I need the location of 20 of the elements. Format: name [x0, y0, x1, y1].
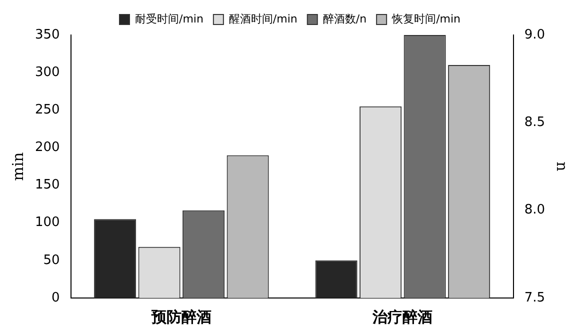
y2-tick-label: 8.0 [524, 202, 546, 218]
y-tick-label: 250 [34, 102, 60, 118]
y-tick-label: 100 [34, 215, 60, 230]
legend-label: 醉酒数/n [322, 12, 367, 26]
x-tick-label: 预防醉酒 [150, 308, 212, 326]
x-tick-label: 治疗醉酒 [372, 308, 433, 326]
legend-label: 醒酒时间/min [228, 12, 298, 26]
y-tick-label: 350 [34, 27, 60, 42]
y-tick-label: 50 [43, 252, 60, 268]
legend-label: 恢复时间/min [391, 12, 461, 26]
y2-axis-title: n [553, 162, 572, 172]
y-tick-label: 0 [52, 290, 60, 306]
legend-label: 耐受时间/min [134, 12, 204, 26]
y-tick-label: 300 [34, 64, 60, 80]
y2-tick-label: 8.5 [524, 115, 546, 130]
y2-tick-label: 7.5 [524, 290, 546, 306]
y-tick-label: 150 [34, 178, 60, 193]
y-axis-title: min [8, 152, 27, 181]
y2-tick-label: 9.0 [524, 27, 546, 42]
y-tick-label: 200 [34, 140, 60, 156]
